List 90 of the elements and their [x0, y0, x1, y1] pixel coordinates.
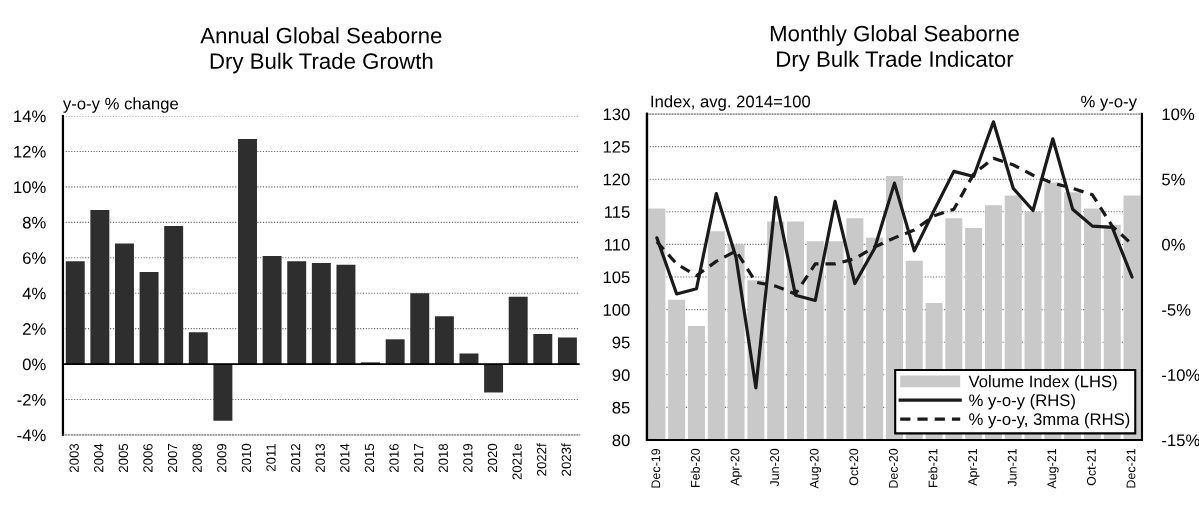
x-tick-label: 2009 [217, 443, 227, 473]
legend-label: % y-o-y (RHS) [969, 393, 1075, 410]
x-tick-label: Apr-21 [968, 448, 980, 486]
x-tick-label: 2007 [167, 444, 178, 473]
y2-tick-label: 0% [1162, 238, 1185, 251]
bar [213, 364, 233, 421]
bar [287, 261, 307, 365]
y2-tick-label: 10% [1162, 108, 1195, 121]
x-tick-label: 2013 [315, 443, 325, 473]
x-tick-label: 2023f [561, 443, 571, 476]
bar [557, 337, 577, 365]
y2-tick-label: -15% [1162, 434, 1199, 447]
x-tick-label: Aug-20 [809, 448, 822, 489]
line-series [655, 120, 1134, 390]
y-tick-label: 8% [22, 216, 46, 229]
x-tick-label: 2004 [94, 443, 104, 473]
x-tick-label: Apr-20 [730, 448, 742, 486]
x-tick-label: 2020 [487, 443, 498, 473]
x-tick-label: 2019 [463, 443, 473, 473]
x-tick-label: Jun-20 [770, 448, 780, 487]
bar [385, 339, 405, 365]
y-tick-label: 10% [14, 181, 46, 194]
x-tick-label: 2016 [389, 443, 399, 473]
bar [336, 264, 356, 365]
x-tick-label: 2006 [143, 443, 153, 473]
bar [410, 293, 430, 365]
x-tick-label: Dec-20 [888, 448, 898, 488]
y-tick-label: 14% [14, 110, 46, 123]
y-axis-title: y-o-y % change [62, 97, 178, 113]
y2-tick-label: -10% [1162, 369, 1199, 381]
x-tick-label: Feb-21 [928, 448, 938, 487]
bar [164, 225, 184, 365]
x-tick-label: Aug-21 [1047, 448, 1059, 489]
y-tick-label: 85 [612, 401, 630, 414]
bar [262, 256, 282, 365]
x-tick-label: Jun-21 [1007, 448, 1017, 487]
bar [533, 333, 553, 365]
x-tick-label: 2021e [512, 443, 522, 480]
y-tick-label: 100 [603, 304, 630, 316]
y-tick-label: 0% [22, 358, 46, 371]
bar [188, 332, 208, 365]
y-tick-label: 130 [603, 108, 630, 121]
x-tick-label: Oct-21 [1086, 448, 1096, 486]
y-tick-label: 125 [603, 140, 630, 153]
y-tick-label: 115 [605, 206, 630, 218]
y-tick-label: 95 [612, 336, 630, 349]
x-tick-label: 2015 [364, 443, 375, 473]
bar [90, 209, 110, 365]
y-tick-label: 80 [612, 434, 630, 447]
x-tick-label: 2014 [340, 443, 350, 473]
y-tick-label: 2% [23, 323, 46, 335]
y-tick-label: -4% [17, 429, 46, 442]
y-tick-label: 110 [605, 238, 630, 251]
x-tick-label: Oct-20 [849, 448, 859, 486]
y-tick-label: 120 [603, 173, 630, 186]
x-tick-label: 2022f [536, 443, 547, 476]
x-tick-label: 2017 [413, 444, 424, 473]
bar [139, 271, 159, 365]
bar [65, 261, 85, 365]
x-tick-label: 2010 [241, 443, 252, 473]
y-tick-label: 105 [603, 271, 630, 284]
y-tick-label: -2% [17, 393, 46, 406]
y-tick-label: 12% [14, 145, 46, 158]
bar [459, 353, 479, 365]
bar [114, 243, 134, 365]
legend-label: Volume Index (LHS) [968, 375, 1117, 391]
chart-title: Annual Global Seaborne Dry Bulk Trade Growth [200, 27, 442, 74]
x-tick-label: 2003 [69, 443, 79, 473]
bar [238, 139, 257, 365]
y-tick-label: 6% [23, 252, 46, 264]
x-tick-label: 2008 [192, 443, 202, 473]
x-tick-label: Dec-19 [651, 448, 661, 488]
y-axis-title: Index, avg. 2014=100 [651, 95, 811, 111]
bar [484, 364, 504, 393]
legend-label: % y-o-y, 3mma (RHS) [969, 412, 1130, 429]
x-tick-label: 2005 [118, 443, 129, 473]
x-tick-label: 2018 [438, 443, 448, 473]
x-tick-label: Feb-20 [690, 448, 700, 487]
y-tick-label: 90 [612, 369, 630, 381]
x-tick-label: Dec-21 [1126, 448, 1136, 488]
x-tick-label: 2012 [290, 444, 301, 473]
bar [311, 263, 331, 365]
bar [434, 316, 454, 365]
y2-axis-title: % y-o-y [1081, 95, 1137, 111]
bar [508, 296, 528, 365]
y-tick-label: 4% [22, 287, 46, 300]
y2-tick-label: -5% [1162, 304, 1191, 316]
y2-tick-label: 5% [1162, 173, 1185, 186]
x-tick-label: 2011 [266, 443, 276, 472]
chart-title: Monthly Global Seaborne Dry Bulk Trade Indicator [770, 25, 1019, 72]
